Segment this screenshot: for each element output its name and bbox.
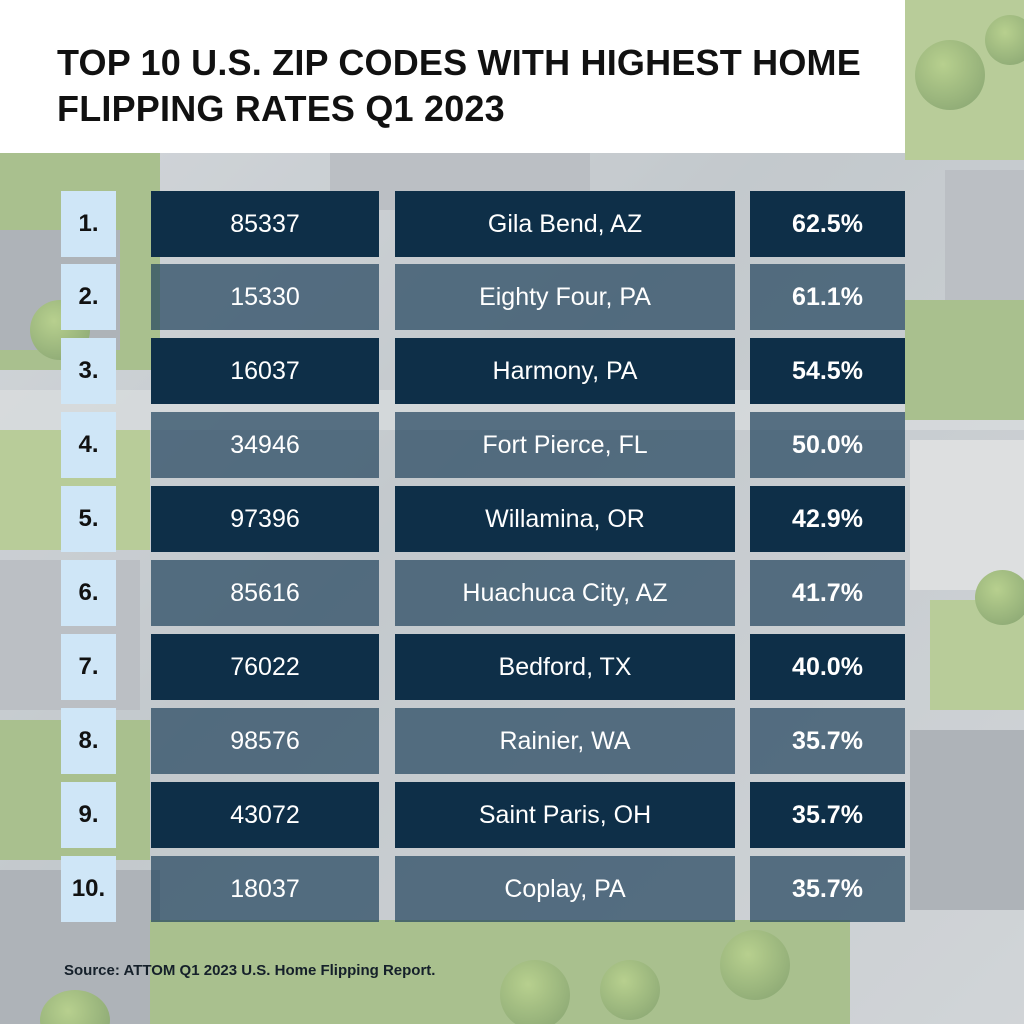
rate-cell: 42.9% [750,486,905,552]
rank-cell: 9. [61,782,116,848]
table-row: 10. 18037 Coplay, PA 35.7% [0,856,1024,922]
table-row: 3. 16037 Harmony, PA 54.5% [0,338,1024,404]
city-cell: Huachuca City, AZ [395,560,735,626]
rank-cell: 4. [61,412,116,478]
city-cell: Eighty Four, PA [395,264,735,330]
table-row: 8. 98576 Rainier, WA 35.7% [0,708,1024,774]
table-row: 5. 97396 Willamina, OR 42.9% [0,486,1024,552]
city-cell: Coplay, PA [395,856,735,922]
city-cell: Harmony, PA [395,338,735,404]
table-row: 2. 15330 Eighty Four, PA 61.1% [0,264,1024,330]
zip-cell: 15330 [151,264,379,330]
rate-cell: 40.0% [750,634,905,700]
title-panel: TOP 10 U.S. ZIP CODES WITH HIGHEST HOME … [0,0,905,153]
rank-cell: 1. [61,191,116,257]
zip-cell: 34946 [151,412,379,478]
rank-cell: 8. [61,708,116,774]
city-cell: Saint Paris, OH [395,782,735,848]
rate-cell: 61.1% [750,264,905,330]
city-cell: Gila Bend, AZ [395,191,735,257]
rate-cell: 41.7% [750,560,905,626]
table-row: 9. 43072 Saint Paris, OH 35.7% [0,782,1024,848]
rate-cell: 54.5% [750,338,905,404]
rate-cell: 35.7% [750,782,905,848]
table-row: 7. 76022 Bedford, TX 40.0% [0,634,1024,700]
table-row: 1. 85337 Gila Bend, AZ 62.5% [0,191,1024,257]
rate-cell: 62.5% [750,191,905,257]
rank-cell: 6. [61,560,116,626]
rank-cell: 10. [61,856,116,922]
page-title: TOP 10 U.S. ZIP CODES WITH HIGHEST HOME … [57,42,861,129]
rate-cell: 35.7% [750,708,905,774]
table-row: 6. 85616 Huachuca City, AZ 41.7% [0,560,1024,626]
rank-cell: 5. [61,486,116,552]
city-cell: Rainier, WA [395,708,735,774]
city-cell: Bedford, TX [395,634,735,700]
zip-cell: 98576 [151,708,379,774]
zip-cell: 85337 [151,191,379,257]
source-note: Source: ATTOM Q1 2023 U.S. Home Flipping… [64,962,436,979]
city-cell: Fort Pierce, FL [395,412,735,478]
rate-cell: 50.0% [750,412,905,478]
rank-cell: 3. [61,338,116,404]
zip-cell: 18037 [151,856,379,922]
city-cell: Willamina, OR [395,486,735,552]
zip-cell: 16037 [151,338,379,404]
rate-cell: 35.7% [750,856,905,922]
rank-cell: 2. [61,264,116,330]
zip-cell: 76022 [151,634,379,700]
rank-cell: 7. [61,634,116,700]
table-row: 4. 34946 Fort Pierce, FL 50.0% [0,412,1024,478]
zip-cell: 97396 [151,486,379,552]
zip-cell: 43072 [151,782,379,848]
zip-cell: 85616 [151,560,379,626]
